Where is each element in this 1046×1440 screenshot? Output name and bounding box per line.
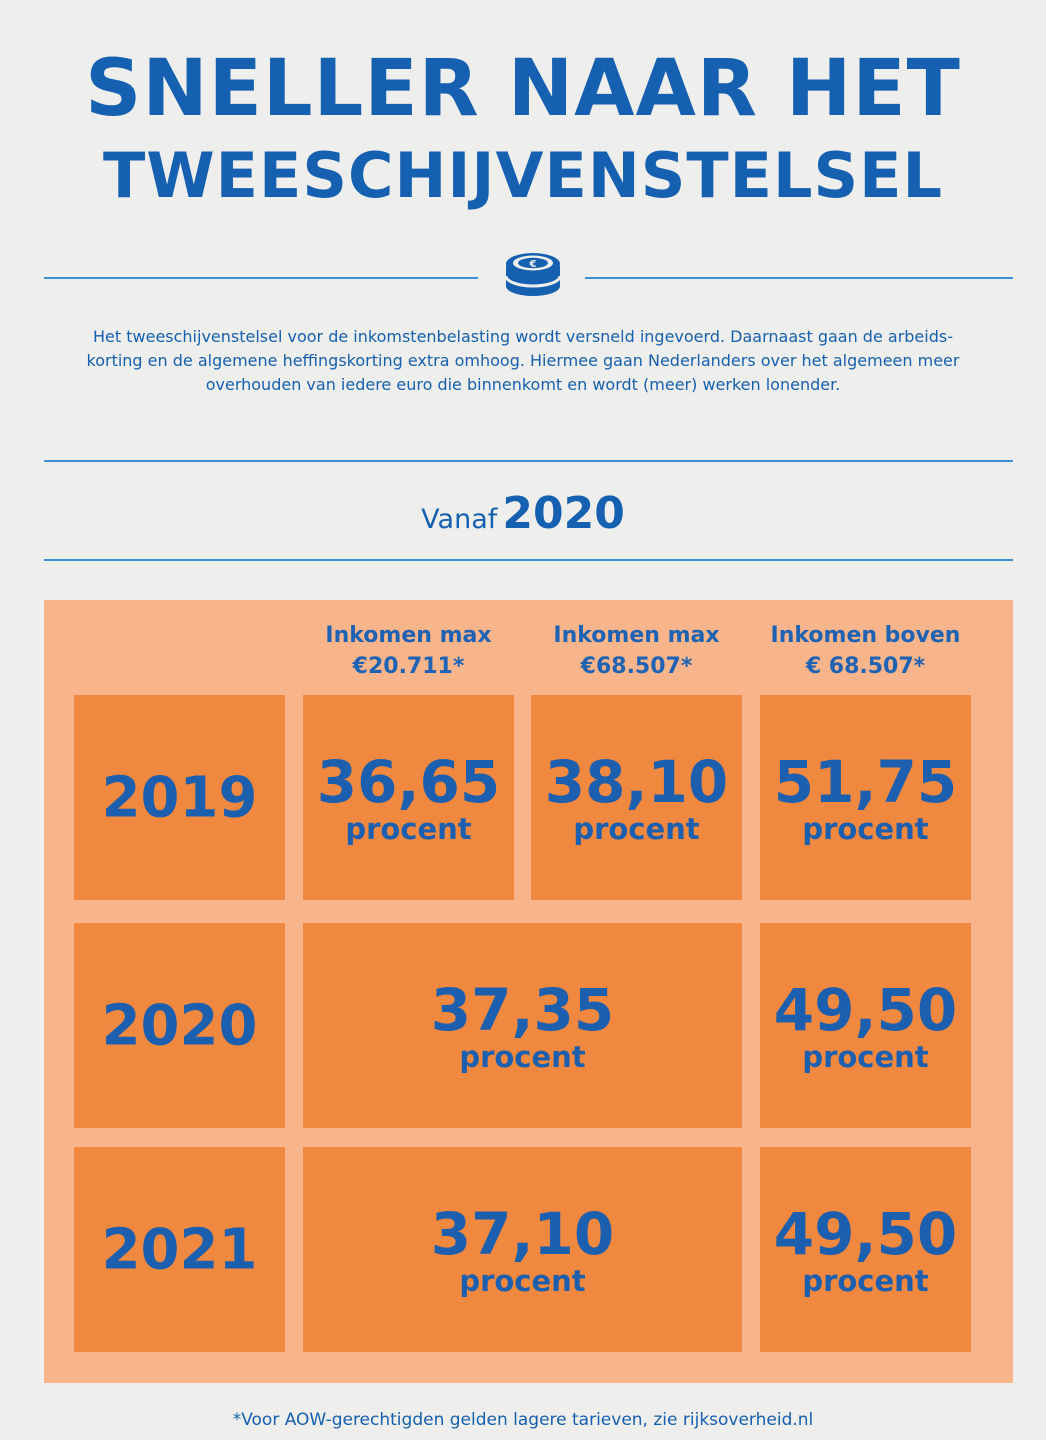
column-header: Inkomen max €20.711* [303,620,514,682]
rate-unit: procent [459,1263,586,1298]
page-title-line1: SNELLER NAAR HET [85,44,961,134]
rate-value: 36,65 [316,747,501,816]
rate-value: 51,75 [773,747,958,816]
rate-value: 37,35 [430,975,615,1044]
intro-line-3: overhouden van iedere euro die binnenkom… [205,375,841,394]
rate-cell-merged: 37,35 procent [303,923,742,1128]
column-header-line1: Inkomen max [325,623,492,648]
year-label: 2020 [101,993,258,1058]
rate-cell: 49,50 procent [760,1147,971,1352]
rate-unit: procent [459,1039,586,1074]
divider-bottom [44,559,1013,561]
year-label: 2021 [101,1217,258,1282]
rate-value: 38,10 [544,747,729,816]
intro-line-1: Het tweeschijvenstelsel voor de inkomste… [93,327,953,346]
coin-stack-icon: € [504,253,562,296]
rate-unit: procent [345,811,472,846]
divider-left [44,277,478,279]
rate-value: 49,50 [773,1199,958,1268]
intro-text: Het tweeschijvenstelsel voor de inkomste… [50,325,996,397]
intro-line-2: korting en de algemene heffingskorting e… [86,351,960,370]
column-header-line2: €68.507* [580,654,693,679]
page-title-line2: TWEESCHIJVENSTELSEL [102,139,944,212]
vanaf-heading: Vanaf 2020 [0,488,1046,539]
rate-value: 49,50 [773,975,958,1044]
year-label: 2019 [101,765,258,830]
rate-cell: 38,10 procent [531,695,742,900]
footnote: *Voor AOW-gerechtigden gelden lagere tar… [232,1410,814,1430]
column-header: Inkomen boven € 68.507* [760,620,971,682]
rate-cell-merged: 37,10 procent [303,1147,742,1352]
column-header: Inkomen max €68.507* [531,620,742,682]
vanaf-year: 2020 [502,488,625,539]
rate-cell: 49,50 procent [760,923,971,1128]
column-header-line1: Inkomen max [553,623,720,648]
rate-unit: procent [573,811,700,846]
year-cell: 2019 [74,695,285,900]
column-header-line2: € 68.507* [805,654,926,679]
divider-right [585,277,1013,279]
column-header-line1: Inkomen boven [770,623,961,648]
divider-top [44,460,1013,462]
vanaf-label: Vanaf [421,504,498,535]
rate-unit: procent [802,1039,929,1074]
year-cell: 2021 [74,1147,285,1352]
rate-cell: 36,65 procent [303,695,514,900]
svg-text:€: € [529,259,537,270]
rate-unit: procent [802,811,929,846]
rate-value: 37,10 [430,1199,615,1268]
year-cell: 2020 [74,923,285,1128]
rate-unit: procent [802,1263,929,1298]
rate-cell: 51,75 procent [760,695,971,900]
column-header-line2: €20.711* [352,654,465,679]
